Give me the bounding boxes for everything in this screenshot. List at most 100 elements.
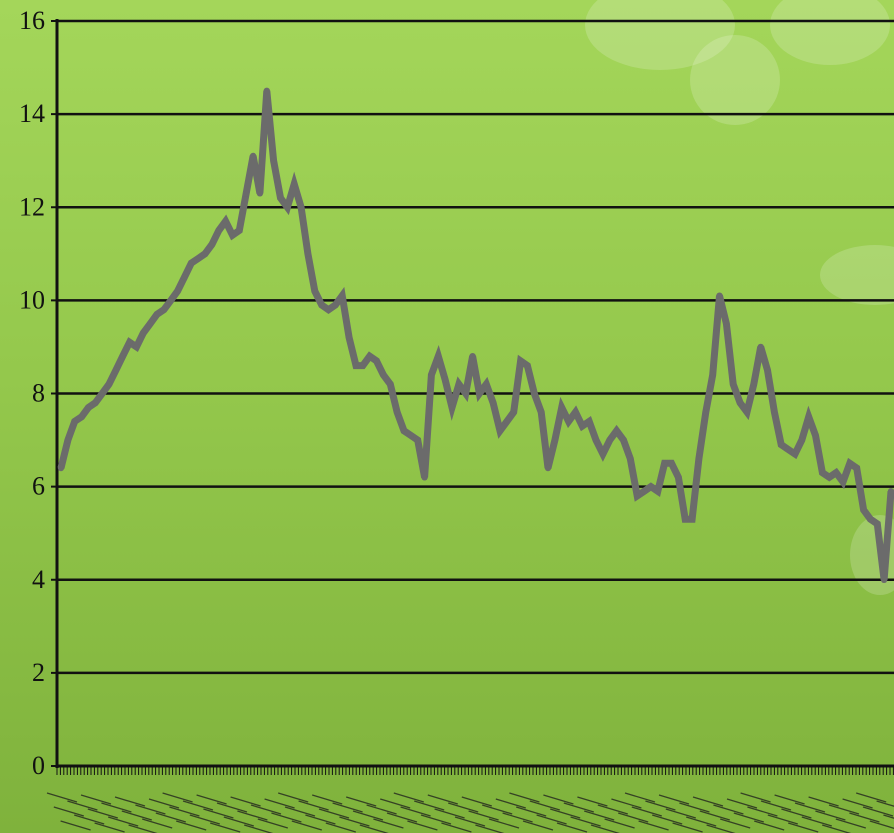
data-point — [277, 194, 284, 202]
x-tick-label — [862, 806, 894, 817]
data-point — [647, 483, 655, 490]
x-tick-label — [570, 816, 601, 827]
data-point — [503, 418, 511, 425]
data-point — [771, 408, 778, 416]
data-point — [839, 478, 847, 486]
x-tick-label — [427, 794, 458, 805]
x-tick-label — [822, 824, 852, 833]
data-point — [119, 353, 126, 360]
data-point — [483, 381, 490, 388]
data-point — [736, 399, 744, 406]
data-point — [428, 371, 435, 379]
x-tick-label — [726, 798, 758, 809]
data-point — [414, 436, 421, 444]
x-tick-label — [230, 796, 261, 807]
data-point — [551, 436, 559, 444]
x-tick-label — [176, 820, 207, 831]
data-point — [92, 399, 99, 406]
background-leaf — [820, 245, 894, 305]
data-point — [85, 404, 92, 411]
x-tick-label — [658, 794, 690, 805]
data-point — [798, 436, 805, 444]
data-point — [723, 320, 730, 327]
data-point — [654, 488, 661, 495]
data-point — [716, 292, 723, 299]
y-tick-label: 2 — [32, 658, 45, 687]
data-point — [476, 390, 483, 397]
data-point — [387, 381, 394, 388]
data-point — [133, 343, 140, 351]
data-point — [441, 376, 449, 383]
x-tick-label — [114, 796, 146, 807]
x-tick-label — [318, 808, 350, 819]
x-tick-label — [590, 824, 620, 833]
x-tick-label — [516, 806, 547, 817]
x-tick-label — [257, 818, 288, 829]
data-point — [448, 404, 456, 411]
x-tick-label — [407, 820, 438, 831]
x-tick-label — [760, 800, 792, 811]
data-point — [243, 190, 250, 197]
x-tick-label — [869, 820, 894, 829]
data-point — [586, 418, 593, 425]
background-leaf — [770, 0, 890, 65]
x-tick-label — [148, 798, 180, 809]
x-tick-label — [359, 824, 389, 833]
data-point — [791, 450, 799, 458]
data-point — [565, 418, 572, 425]
x-tick-label — [638, 820, 669, 831]
y-tick-label: 16 — [19, 6, 45, 35]
x-tick-label — [720, 818, 751, 829]
data-point — [140, 329, 147, 337]
x-tick-label — [80, 794, 112, 805]
x-tick-label — [713, 804, 744, 815]
y-tick-label: 12 — [19, 192, 45, 221]
x-tick-label — [733, 812, 764, 823]
data-point — [730, 381, 737, 388]
x-tick-label — [271, 812, 302, 823]
data-point — [682, 516, 689, 523]
data-point — [640, 488, 648, 495]
x-tick-label — [502, 812, 533, 823]
x-tick-label — [135, 804, 166, 815]
data-point — [606, 436, 613, 444]
x-tick-label — [278, 792, 309, 803]
x-tick-label — [87, 808, 118, 819]
x-tick-label — [448, 802, 479, 813]
data-point — [599, 450, 607, 458]
x-tick-label — [94, 822, 125, 833]
data-point — [819, 469, 826, 476]
x-tick-label — [522, 820, 554, 831]
data-point — [126, 339, 133, 346]
x-tick-label — [624, 792, 656, 803]
data-point — [764, 367, 771, 374]
data-point — [695, 455, 703, 462]
x-tick-label — [699, 810, 730, 821]
y-tick-label: 0 — [32, 751, 45, 780]
x-tick-label — [509, 792, 540, 803]
data-point — [181, 273, 188, 281]
x-tick-label — [373, 818, 404, 829]
x-tick-label — [162, 792, 193, 803]
data-point — [544, 464, 552, 472]
data-point — [229, 232, 236, 239]
data-point — [297, 204, 305, 211]
x-tick-label — [74, 814, 105, 825]
data-point — [64, 436, 72, 444]
x-tick-label — [325, 822, 356, 833]
data-point — [393, 408, 401, 416]
x-tick-label — [298, 800, 329, 811]
x-tick-label — [53, 806, 84, 817]
data-point — [805, 413, 812, 420]
x-tick-label — [584, 810, 615, 821]
x-tick-label — [434, 808, 465, 819]
data-point — [57, 464, 65, 472]
x-tick-label — [543, 794, 574, 805]
x-tick-label — [223, 816, 254, 827]
x-tick-label — [203, 808, 234, 819]
x-tick-label — [332, 802, 363, 813]
x-tick-label — [189, 814, 220, 825]
data-point — [153, 311, 161, 318]
data-point — [592, 436, 600, 444]
